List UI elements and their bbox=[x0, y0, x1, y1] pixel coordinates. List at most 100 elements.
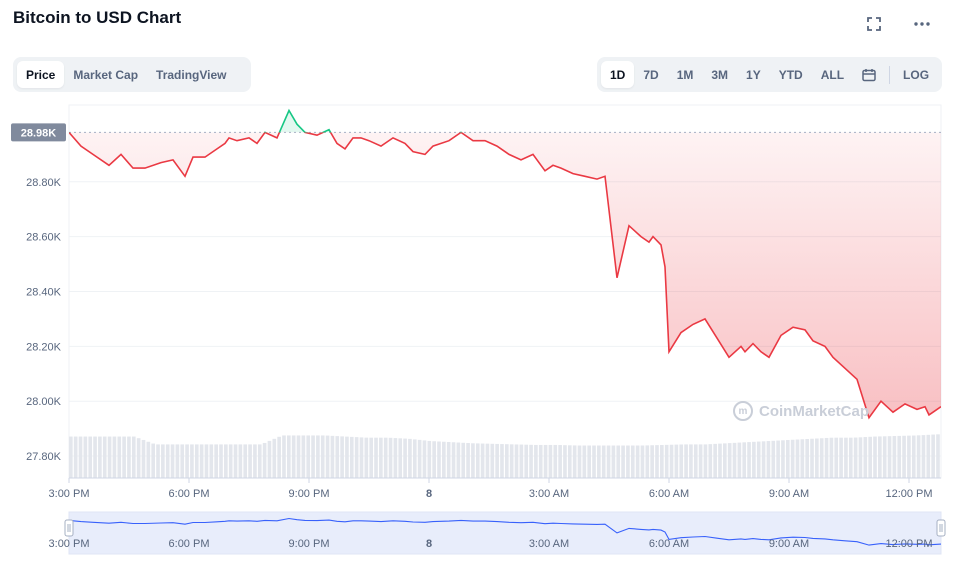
volume-bar bbox=[490, 443, 495, 478]
range-ytd[interactable]: YTD bbox=[778, 67, 803, 82]
volume-bar bbox=[262, 442, 267, 478]
volume-bar bbox=[78, 436, 83, 478]
tab-market-cap[interactable]: Market Cap bbox=[73, 67, 139, 82]
volume-bar bbox=[563, 445, 567, 478]
volume-bar bbox=[887, 436, 892, 478]
volume-bar bbox=[781, 440, 785, 478]
volume-bar bbox=[892, 436, 897, 478]
volume-bar bbox=[364, 437, 369, 478]
volume-bar bbox=[800, 439, 805, 478]
volume-bar bbox=[204, 444, 209, 478]
volume-bar bbox=[926, 434, 931, 478]
volume-bar bbox=[209, 444, 214, 478]
x-tick-label: 12:00 PM bbox=[885, 488, 932, 500]
volume-bar bbox=[509, 444, 514, 478]
volume-bar bbox=[170, 444, 175, 478]
expand-icon[interactable] bbox=[862, 12, 886, 36]
volume-bar bbox=[761, 441, 766, 478]
volume-bar bbox=[674, 444, 679, 478]
range-7d[interactable]: 7D bbox=[643, 67, 659, 82]
page-title: Bitcoin to USD Chart bbox=[13, 8, 182, 27]
volume-bar bbox=[408, 438, 412, 478]
y-tick-label: 28.20K bbox=[26, 341, 62, 353]
volume-bar bbox=[417, 439, 422, 478]
volume-bar bbox=[771, 440, 776, 478]
volume-bar bbox=[359, 437, 364, 478]
navigator-handle[interactable] bbox=[64, 519, 74, 537]
volume-bar bbox=[936, 434, 940, 478]
tab-tradingview[interactable]: TradingView bbox=[156, 67, 227, 82]
volume-bar bbox=[214, 444, 218, 478]
volume-bar bbox=[485, 443, 490, 478]
watermark: m CoinMarketCap bbox=[733, 401, 869, 421]
volume-bar bbox=[165, 444, 170, 478]
volume-bar bbox=[795, 439, 800, 478]
volume-bar bbox=[495, 443, 499, 478]
reference-badge bbox=[11, 123, 66, 142]
watermark-text: CoinMarketCap bbox=[759, 402, 870, 420]
volume-bar bbox=[427, 440, 432, 478]
range-1y[interactable]: 1Y bbox=[746, 67, 761, 82]
volume-bar bbox=[718, 443, 722, 478]
volume-bar bbox=[844, 437, 848, 478]
volume-bar bbox=[606, 445, 611, 478]
coinmarketcap-logo-icon: m bbox=[733, 401, 753, 421]
range-1m[interactable]: 1M bbox=[676, 67, 694, 82]
reference-label: 28.98K bbox=[21, 127, 57, 139]
volume-bar bbox=[403, 438, 407, 478]
volume-bar bbox=[141, 439, 146, 478]
volume-bar bbox=[640, 445, 645, 478]
volume-bar bbox=[902, 435, 906, 478]
volume-bar bbox=[194, 444, 199, 478]
volume-bar bbox=[911, 435, 916, 478]
x-tick-label: 9:00 AM bbox=[769, 488, 809, 500]
range-1d[interactable]: 1D bbox=[601, 61, 635, 88]
volume-bar bbox=[291, 435, 296, 478]
volume-bar bbox=[815, 438, 819, 478]
range-3m[interactable]: 3M bbox=[711, 67, 729, 82]
calendar-icon[interactable] bbox=[853, 61, 885, 88]
volume-bar bbox=[316, 435, 320, 478]
navigator-handle[interactable] bbox=[936, 519, 946, 537]
volume-bar bbox=[766, 441, 771, 478]
tab-price[interactable]: Price bbox=[17, 61, 65, 88]
volume-bar bbox=[257, 444, 262, 478]
volume-bar bbox=[543, 444, 548, 478]
volume-bar bbox=[587, 445, 591, 478]
volume-bar bbox=[282, 435, 286, 478]
volume-bar bbox=[727, 443, 732, 478]
log-toggle[interactable]: LOG bbox=[903, 67, 930, 82]
volume-bar bbox=[287, 435, 291, 478]
volume-bar bbox=[703, 444, 708, 478]
navigator-tick-label: 6:00 AM bbox=[649, 538, 689, 550]
volume-bar bbox=[834, 437, 839, 478]
volume-bar bbox=[480, 443, 485, 478]
y-tick-label: 28.60K bbox=[26, 232, 62, 244]
volume-bar bbox=[330, 435, 335, 478]
volume-bar bbox=[878, 436, 882, 478]
volume-bar bbox=[432, 441, 436, 478]
volume-bar bbox=[466, 443, 470, 478]
volume-bar bbox=[776, 440, 780, 478]
ellipsis-icon[interactable] bbox=[910, 12, 934, 36]
volume-bar bbox=[306, 435, 311, 478]
volume-bar bbox=[732, 442, 737, 478]
volume-bar bbox=[224, 444, 228, 478]
volume-bar bbox=[848, 437, 853, 478]
range-all[interactable]: ALL bbox=[820, 67, 845, 82]
volume-bar bbox=[873, 436, 877, 478]
volume-bar bbox=[839, 437, 843, 478]
volume-bar bbox=[611, 445, 616, 478]
volume-bar bbox=[325, 435, 330, 478]
volume-bar bbox=[785, 440, 790, 478]
volume-bar bbox=[693, 444, 698, 478]
x-tick-label: 3:00 AM bbox=[529, 488, 569, 500]
volume-bar bbox=[752, 441, 756, 478]
navigator-tick-label: 8 bbox=[426, 538, 432, 550]
y-tick-label: 28.80K bbox=[26, 177, 62, 189]
volume-bar bbox=[742, 442, 747, 478]
x-tick-label: 3:00 PM bbox=[49, 488, 90, 500]
volume-bar bbox=[446, 442, 451, 478]
volume-bar bbox=[102, 436, 107, 478]
